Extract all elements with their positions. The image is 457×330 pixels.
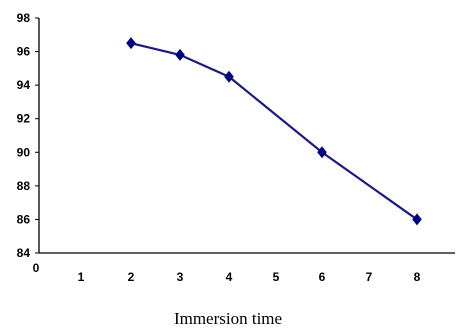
- data-point-marker: [317, 146, 327, 159]
- data-point-marker: [175, 48, 185, 61]
- y-axis-ticks: 84 86 88 90 92 94 96 98: [17, 11, 39, 260]
- x-axis-title: Immersion time: [174, 309, 282, 328]
- x-tick-label: 5: [273, 270, 280, 284]
- data-point-marker: [224, 70, 234, 83]
- series-group: [126, 37, 422, 226]
- series-line: [130, 42, 418, 221]
- x-axis-ticks: 0 1 2 3 4 5 6 7 8: [33, 261, 421, 284]
- x-tick-label: 6: [319, 270, 326, 284]
- y-tick-label: 88: [17, 179, 31, 193]
- y-tick-label: 96: [17, 45, 31, 59]
- data-point-marker: [126, 37, 136, 50]
- y-tick-label: 98: [17, 11, 31, 25]
- y-tick-label: 92: [17, 112, 31, 126]
- x-tick-label: 7: [366, 270, 373, 284]
- x-tick-label: 2: [128, 270, 135, 284]
- y-tick-label: 86: [17, 212, 31, 226]
- x-tick-label: 8: [414, 270, 421, 284]
- y-tick-label: 94: [17, 78, 31, 92]
- y-tick-label: 84: [17, 246, 31, 260]
- x-tick-label: 1: [78, 270, 85, 284]
- x-tick-label: 3: [177, 270, 184, 284]
- x-tick-label: 4: [226, 270, 233, 284]
- data-point-marker: [412, 213, 422, 226]
- x-tick-label: 0: [33, 261, 40, 275]
- y-tick-label: 90: [17, 145, 31, 159]
